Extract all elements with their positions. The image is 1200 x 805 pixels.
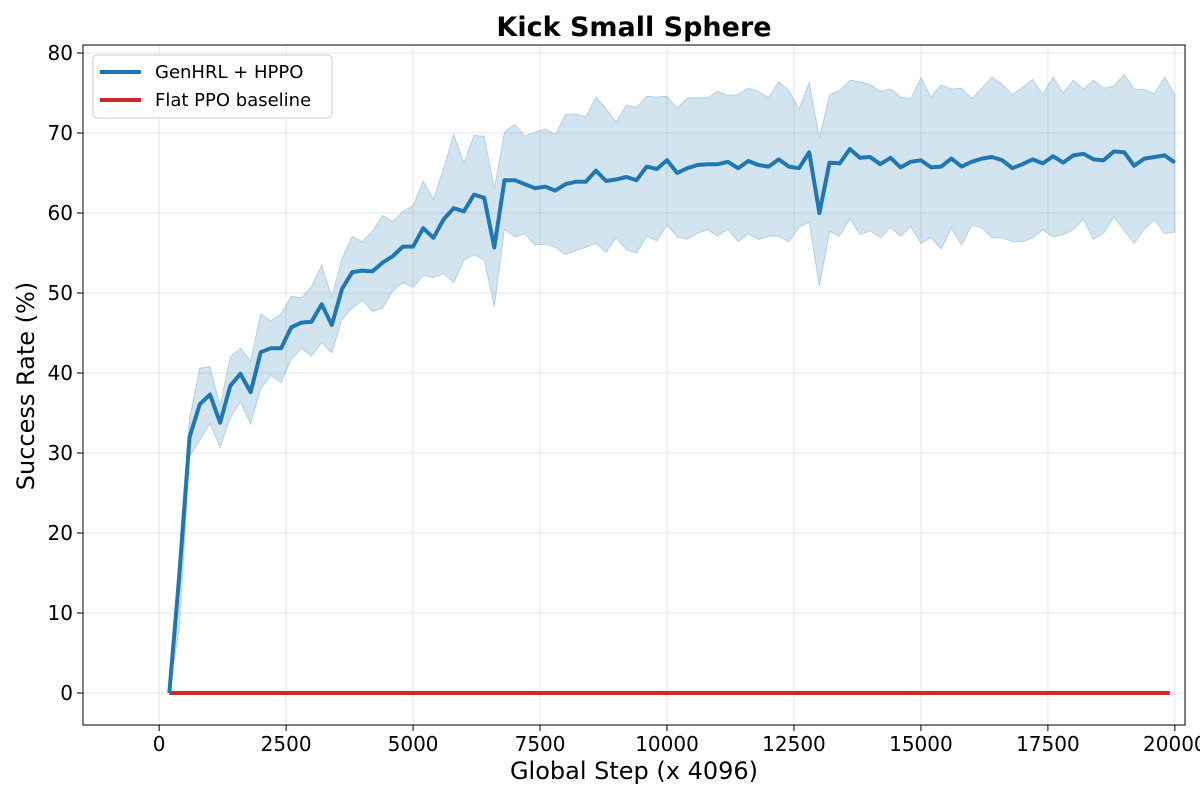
y-tick-label: 80 (48, 41, 73, 65)
chart-title: Kick Small Sphere (496, 12, 771, 43)
series-lines (167, 147, 1176, 695)
axes-frame (82, 44, 1186, 726)
x-tick-label: 10000 (635, 732, 699, 756)
x-tick-label: 2500 (261, 732, 312, 756)
legend-box (92, 54, 333, 119)
legend-label-genhrl-hppo: GenHRL + HPPO (155, 62, 303, 83)
y-tick-label: 60 (48, 201, 73, 225)
x-tick-label: 15000 (889, 732, 953, 756)
legend-label-flat-ppo-baseline: Flat PPO baseline (155, 90, 311, 111)
x-tick-label: 0 (153, 732, 166, 756)
x-tick-label: 5000 (388, 732, 439, 756)
y-tick-label: 10 (48, 601, 73, 625)
y-tick-label: 70 (48, 121, 73, 145)
y-tick-label: 0 (60, 681, 73, 705)
y-tick-label: 40 (48, 361, 73, 385)
y-tick-label: 50 (48, 281, 73, 305)
y-tick-label: 20 (48, 521, 73, 545)
y-tick-label: 30 (48, 441, 73, 465)
x-tick-label: 17500 (1016, 732, 1080, 756)
x-tick-label: 12500 (762, 732, 826, 756)
series-line-genhrl-hppo (167, 147, 1176, 694)
y-axis-label: Success Rate (%) (12, 282, 40, 490)
x-tick-label: 7500 (515, 732, 566, 756)
x-axis-label: Global Step (x 4096) (510, 757, 758, 785)
legend: GenHRL + HPPO Flat PPO baseline (92, 54, 333, 119)
